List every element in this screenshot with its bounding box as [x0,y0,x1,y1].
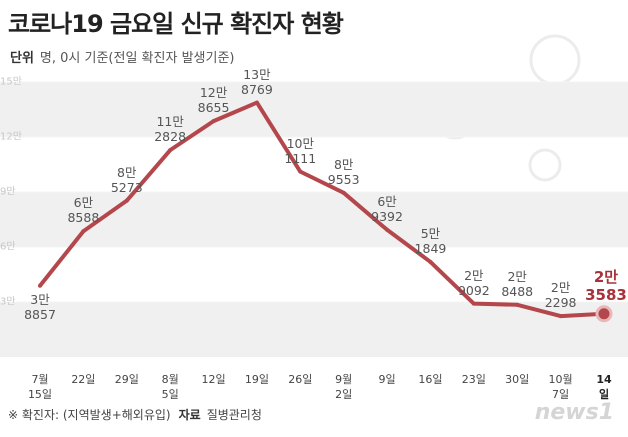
source-label: 자료 [178,408,201,422]
point [515,302,520,307]
point [124,198,129,203]
value-label: 2만 2298 [544,280,577,311]
x-tick-label: 29일 [114,373,139,386]
point [81,229,86,234]
x-tick-label: 10월 7일 [548,373,573,401]
point [254,100,259,105]
x-tick-label: 16일 [418,373,443,386]
x-tick-label: 9월 2일 [335,373,353,401]
x-tick-label: 19일 [244,373,269,386]
value-label: 6만 9392 [371,193,403,224]
unit: 단위 명, 0시 기준(전일 확진자 발생기준) [10,47,234,66]
value-label: 2만 3583 [585,267,627,304]
point [38,283,42,288]
value-label: 13만 8769 [241,66,273,97]
value-label: 5만 1849 [414,225,447,256]
title: 코로나19 금요일 신규 확진자 현황 [8,10,344,38]
point [558,314,563,319]
grid-band [0,82,628,137]
y-tick-label: 15만 [0,76,22,88]
unit-label: 단위 [10,51,34,66]
y-tick-label: 9만 [0,186,16,198]
x-tick-label: 7월 15일 [27,373,53,401]
point [595,305,613,323]
point [385,227,390,232]
point [471,301,476,306]
y-tick-label: 3만 [0,296,16,308]
value-label: 6만 8588 [67,195,100,226]
value-label: 2만 8488 [501,268,534,299]
value-label: 8만 9553 [327,156,360,187]
x-tick-label: 22일 [71,373,96,386]
footer: ※ 확진자: (지역발생+해외유입) 자료 질병관리청 [8,406,262,423]
value-label: 2만 9092 [457,267,490,298]
point [211,119,216,124]
x-tick-label: 9일 [378,373,396,386]
x-tick-label: 14일 [596,373,612,401]
value-label: 10만 1111 [284,135,317,166]
point [428,259,433,264]
value-label: 11만 2828 [154,114,187,145]
source: 질병관리청 [206,408,262,422]
y-tick-label: 6만 [0,241,16,253]
logo: news1 [534,400,614,425]
point [168,148,173,153]
grid-band [0,302,628,357]
value-label: 3만 8857 [24,291,56,322]
x-tick-label: 23일 [461,373,486,386]
value-label: 8만 5273 [110,164,143,195]
x-tick-label: 30일 [505,373,530,386]
grid-band [0,192,628,247]
x-tick-label: 8월 5일 [161,373,179,401]
line [38,100,605,319]
point [298,169,303,174]
unit-text: 명, 0시 기준(전일 확진자 발생기준) [39,51,235,66]
point [341,190,346,195]
value-label: 12만 8655 [197,85,230,116]
y-tick-label: 12만 [0,131,22,143]
x-tick-label: 12일 [201,373,226,386]
footnote: ※ 확진자: (지역발생+해외유입) [8,408,171,422]
x-tick-label: 26일 [288,373,313,386]
